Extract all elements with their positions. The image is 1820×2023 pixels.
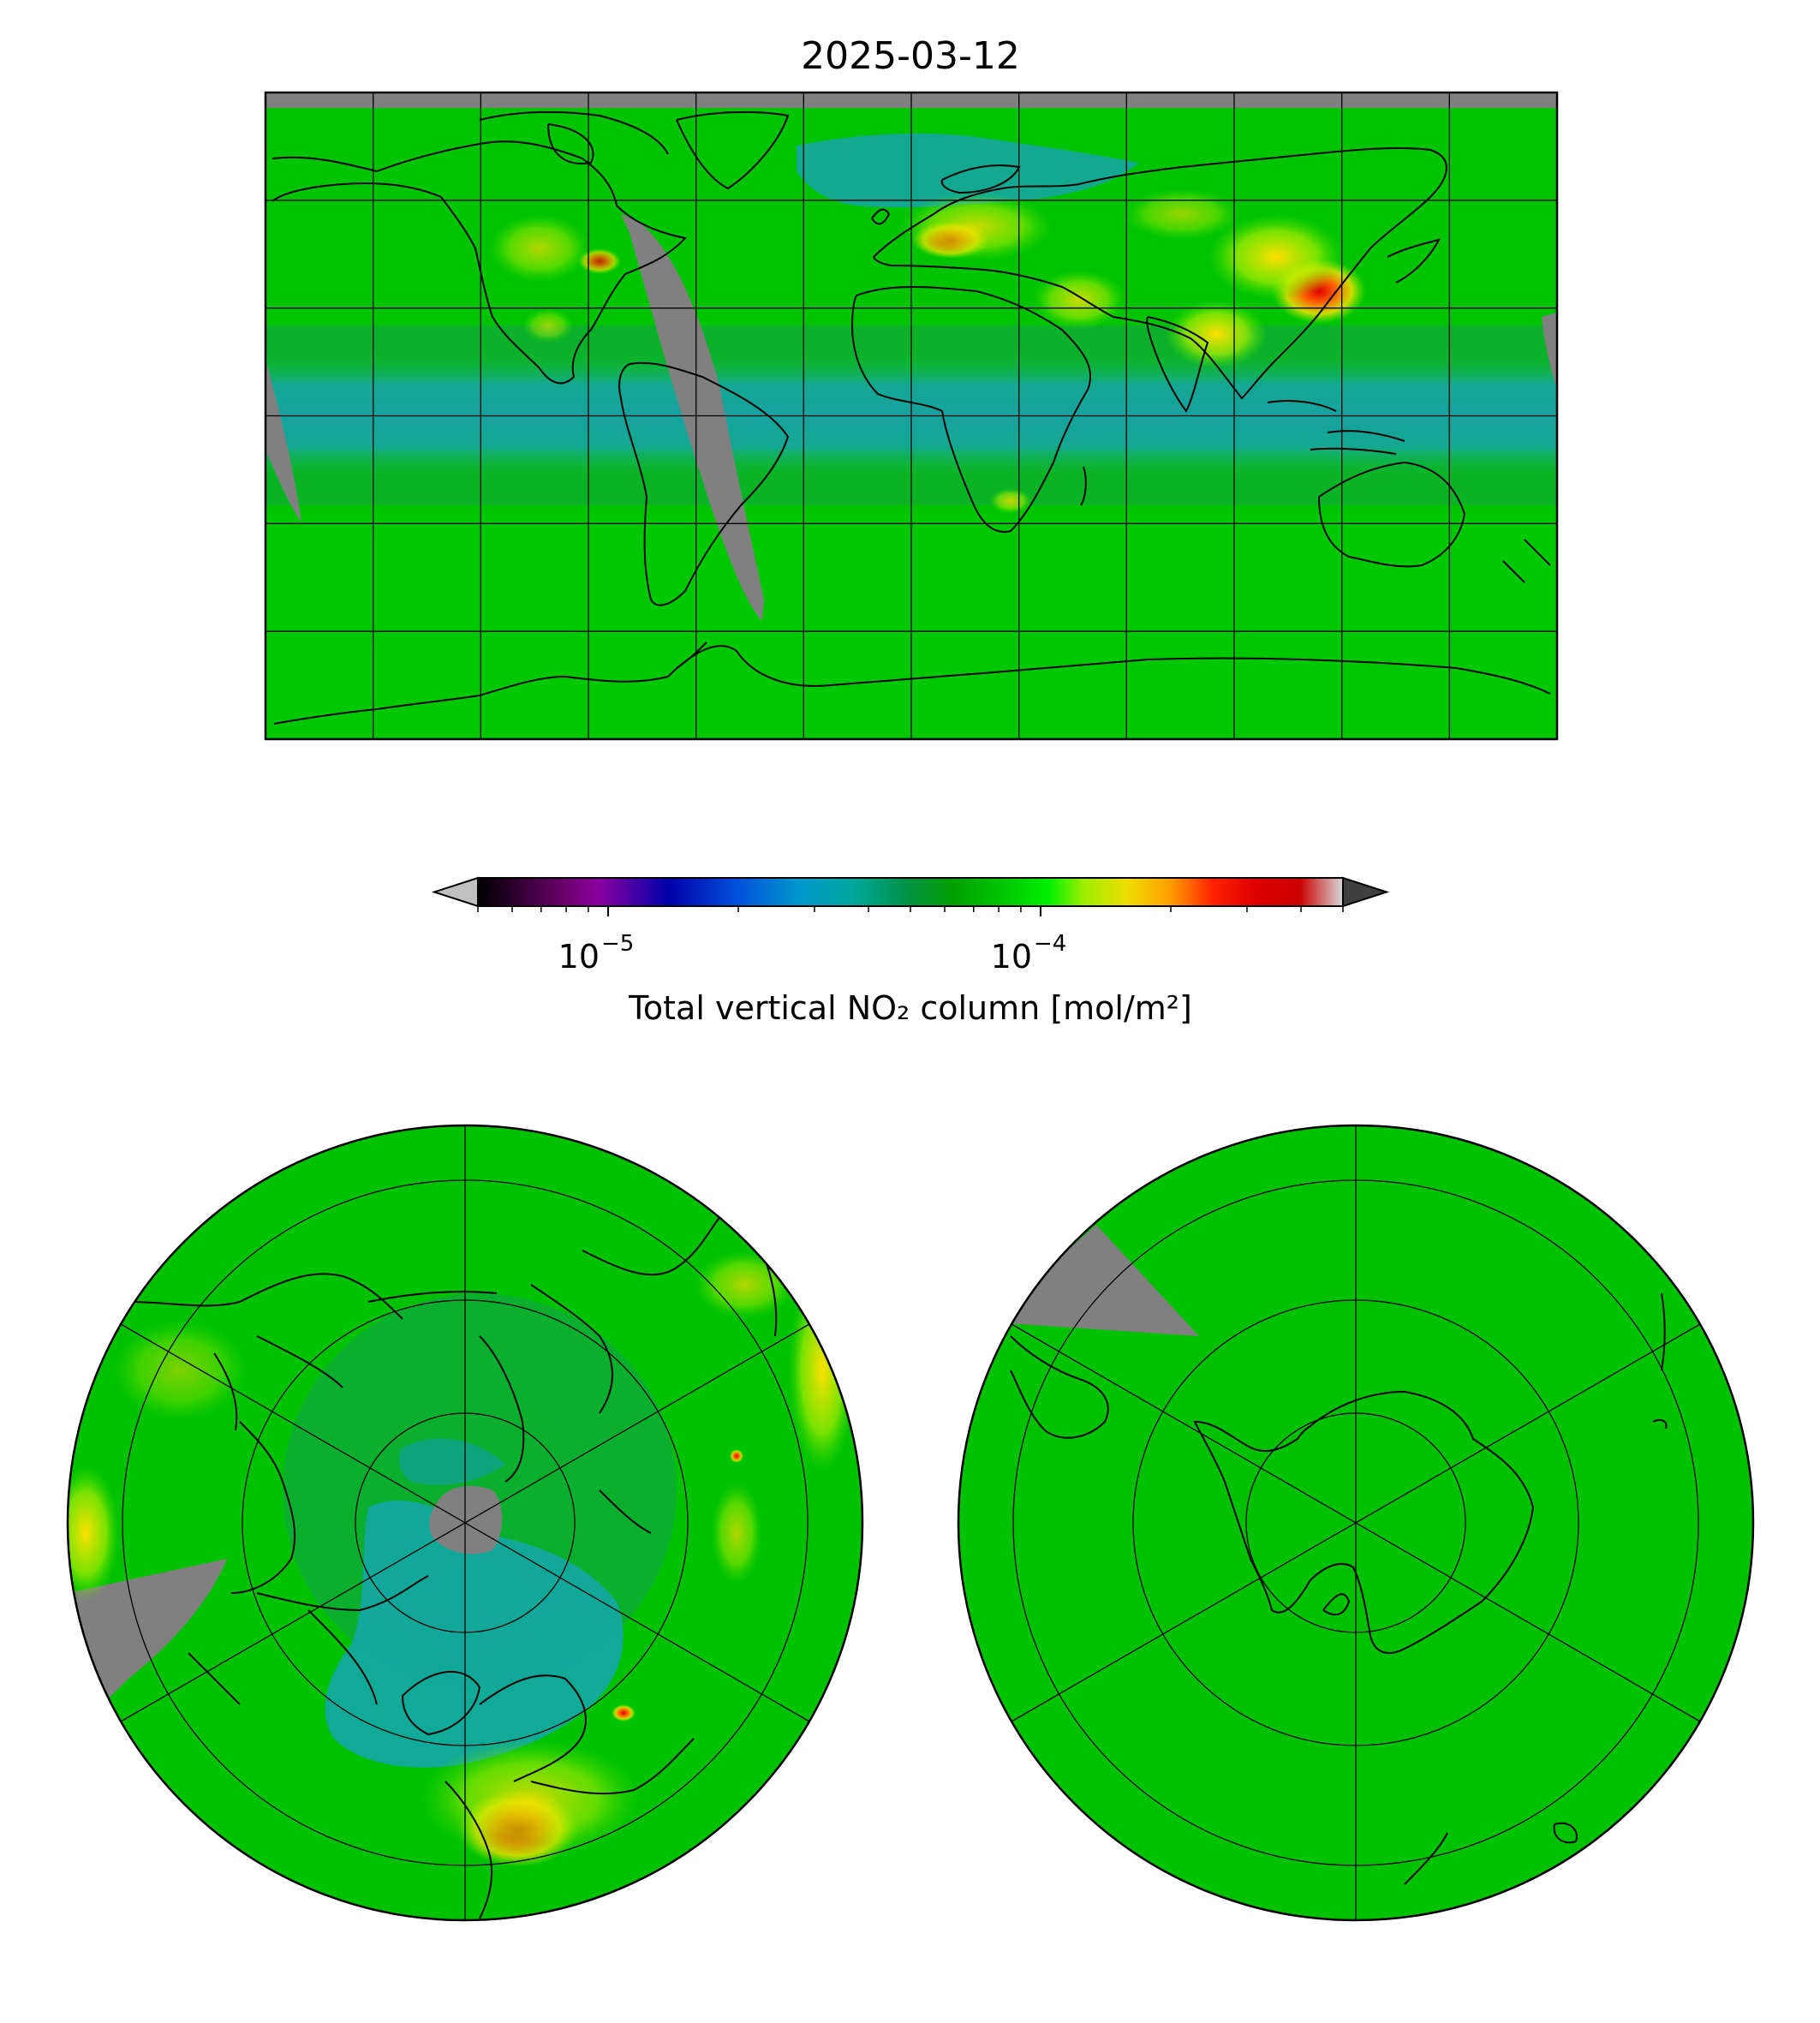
tick-1e-4-base: 10 [991, 938, 1032, 976]
global-map-missing-swath-pacific-west [266, 360, 301, 522]
tick-1e-5-base: 10 [558, 938, 600, 976]
sp-missing-wedge [1006, 1225, 1199, 1336]
colorbar-label: Total vertical NO₂ column [mol/m²] [628, 989, 1192, 1027]
sp-gridlines [1011, 1125, 1701, 1920]
global-gridlines [266, 92, 1557, 739]
np-elevated-asia-north [694, 1250, 797, 1319]
global-map-missing-swath-pacific-east [1542, 313, 1557, 390]
np-pole-missing [429, 1486, 503, 1555]
colorbar-tick-label-1e-5: 10 −5 [558, 931, 635, 976]
np-hotspot-russia [612, 1704, 636, 1722]
sp-frame [957, 1124, 1755, 1922]
colorbar: 10 −5 10 −4 Total vertical NO₂ column [m… [431, 876, 1390, 1027]
north-polar-map [66, 1124, 864, 1922]
global-map-frame [264, 91, 1559, 741]
global-map-missing-swath-atlantic [621, 214, 764, 621]
np-gridlines [120, 1125, 810, 1920]
sp-missing-edge-right [1743, 1285, 1753, 1370]
colorbar-tick-label-1e-4: 10 −4 [991, 931, 1067, 976]
np-hotspot-asia [730, 1449, 743, 1463]
elevated-europe [899, 193, 1053, 261]
elevated-mexico [522, 308, 574, 343]
sp-coastlines [1010, 1292, 1668, 1885]
colorbar-over-extension [1342, 876, 1390, 908]
elevated-us-midwest [488, 214, 591, 283]
colorbar-under-extension [431, 876, 479, 908]
tick-1e-5-exp: −5 [601, 931, 634, 957]
tick-1e-4-exp: −4 [1034, 931, 1066, 957]
np-elevated-asia-mid [711, 1482, 762, 1584]
south-polar-map [957, 1124, 1755, 1922]
global-map [264, 91, 1559, 741]
np-frame [66, 1124, 864, 1922]
np-coastlines [128, 1207, 778, 1919]
colorbar-gradient [477, 877, 1344, 907]
colorbar-ticks [477, 906, 1344, 916]
figure-title: 2025-03-12 [801, 34, 1020, 78]
elevated-south-africa [989, 488, 1032, 514]
np-elevated-europe [420, 1739, 642, 1859]
np-missing-wedge [68, 1559, 227, 1730]
np-elevated-canada [111, 1319, 248, 1422]
elevated-russia [1122, 188, 1242, 240]
elevated-north-china [1208, 214, 1345, 300]
global-coastlines [272, 110, 1551, 725]
np-low-value-region-2 [398, 1438, 505, 1485]
np-low-value-region [325, 1500, 624, 1768]
elevated-india [1165, 300, 1268, 368]
np-elevated-america [68, 1465, 120, 1602]
